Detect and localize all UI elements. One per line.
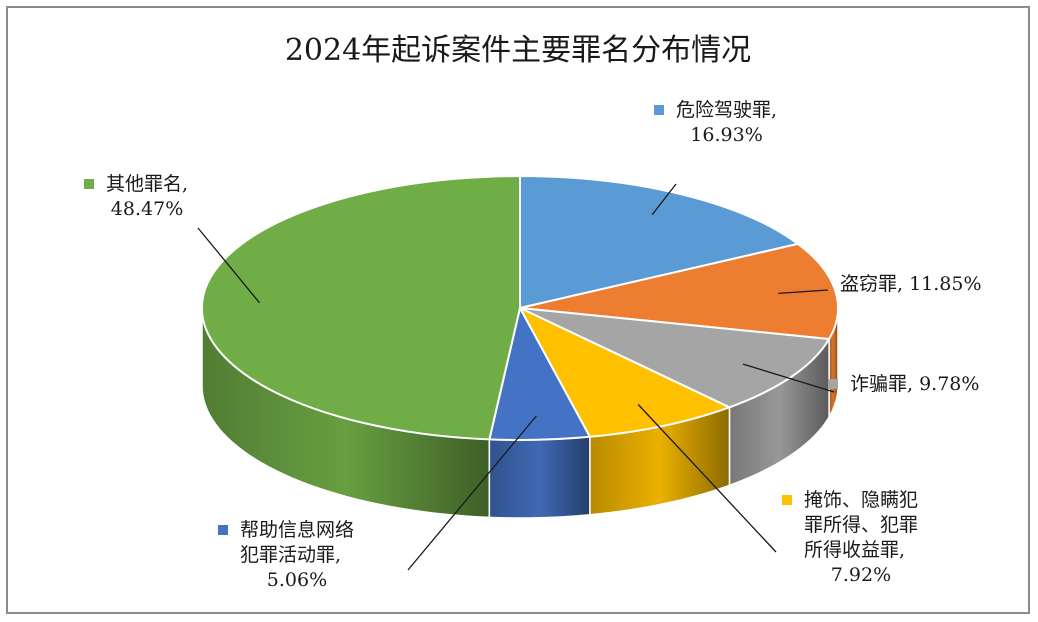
slice-label-line: 盗窃罪, 11.85% [840,273,982,295]
leader-line-6 [197,227,261,304]
leader-line-5 [407,415,537,571]
slice-label-6: 其他罪名, 48.47% [84,173,188,220]
slice-label-line: 所得收益罪, [804,539,905,561]
chart-frame: 2024年起诉案件主要罪名分布情况 危险驾驶罪, 16.93% 盗窃罪, 11.85… [6,6,1030,614]
pie-slice-6 [200,174,521,441]
leader-line-4 [637,404,777,553]
slice-label-line: 掩饰、隐瞒犯 [804,489,918,511]
pie-slice-1 [519,174,801,310]
slice-label-3: 诈骗罪, 9.78% [828,373,979,395]
legend-swatch-3 [828,379,838,389]
leader-line-2 [778,289,829,295]
pie-slice-4 [517,305,733,438]
pie-tops [200,174,839,442]
slice-label-line: 罪所得、犯罪 [804,514,918,536]
slice-label-line: 危险驾驶罪, [676,99,777,121]
slice-label-line: 其他罪名, [106,173,188,195]
legend-swatch-2 [818,279,828,289]
legend-swatch-1 [654,105,664,115]
slice-label-1: 危险驾驶罪, 16.93% [654,99,777,146]
legend-swatch-6 [84,179,94,189]
pie-slice-3 [519,307,831,409]
slice-label-line: 帮助信息网络 [240,519,354,541]
slice-label-line: 7.92% [831,564,891,586]
leader-lines [197,183,835,571]
slice-label-line: 诈骗罪, 9.78% [850,373,979,395]
legend-swatch-5 [218,525,228,535]
pie-side-5 [488,435,591,519]
slice-label-line: 16.93% [690,124,762,146]
leader-line-1 [651,183,677,216]
pie-sides [201,307,839,519]
legend-swatch-4 [782,495,792,505]
pie-chart: 2024年起诉案件主要罪名分布情况 危险驾驶罪, 16.93% 盗窃罪, 11.85… [84,33,982,591]
slice-labels: 危险驾驶罪, 16.93% 盗窃罪, 11.85% 诈骗罪, 9.78% 掩饰、隐瞒犯罪… [84,99,982,591]
slice-label-2: 盗窃罪, 11.85% [818,273,982,295]
slice-label-line: 犯罪活动罪, [240,544,341,566]
leader-line-3 [742,363,835,393]
slice-label-line: 48.47% [111,198,183,220]
chart-title: 2024年起诉案件主要罪名分布情况 [285,33,751,68]
slice-label-line: 5.06% [267,569,327,591]
